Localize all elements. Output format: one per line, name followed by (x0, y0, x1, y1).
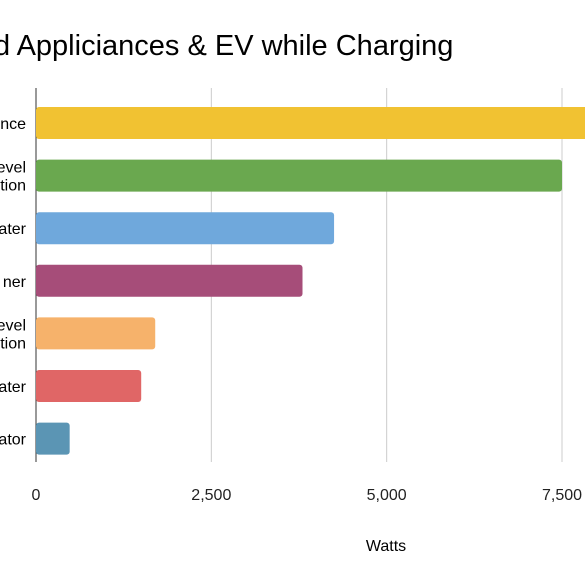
bar (36, 370, 142, 402)
x-axis-title: Watts (366, 538, 406, 555)
category-label: evel tion (0, 160, 26, 195)
category-label: evel tion (0, 317, 26, 352)
chart-title: d Appliciances & EV while Charging (0, 30, 454, 62)
category-label-line: tion (0, 335, 26, 352)
bar (36, 212, 335, 245)
category-label: nce (0, 116, 26, 133)
x-tick-labels: 0 2,500 5,000 7,500 (32, 487, 583, 504)
x-tick-label: 0 (32, 487, 41, 504)
bar (36, 159, 562, 192)
category-label-line: evel (0, 317, 26, 334)
category-label-line: tion (0, 178, 26, 195)
category-label-line: evel (0, 160, 26, 177)
bar (36, 422, 70, 455)
bars (36, 107, 585, 455)
category-label: ater (0, 221, 27, 238)
x-tick-label: 5,000 (367, 487, 407, 504)
category-label: ater (0, 379, 27, 396)
bar (36, 107, 585, 139)
x-tick-label: 2,500 (191, 487, 231, 504)
bar (36, 264, 303, 297)
bar (36, 317, 156, 350)
category-label: ator (0, 432, 27, 449)
category-label: ner (3, 274, 27, 291)
x-tick-label: 7,500 (542, 487, 582, 504)
